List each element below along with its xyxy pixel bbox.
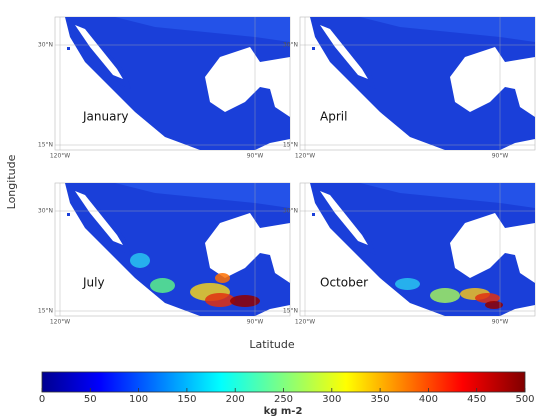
hotspot — [485, 301, 503, 309]
lat-tick-label: 30°N — [283, 42, 298, 49]
colorbar-tick-label: 400 — [419, 394, 438, 405]
lat-tick-label: 15°N — [38, 142, 53, 149]
colorbar-tick-label: 350 — [371, 394, 390, 405]
lon-tick-label: 120°W — [50, 153, 70, 160]
lon-tick-label: 120°W — [295, 153, 315, 160]
hotspot — [205, 293, 235, 307]
map-panel: 30°N 15°N 120°W 90°W July — [38, 182, 291, 326]
colorbar-tick-label: 150 — [177, 394, 196, 405]
lon-tick-label: 90°W — [492, 319, 509, 326]
hotspot — [230, 295, 260, 307]
month-label: April — [320, 110, 347, 124]
colorbar-tick-label: 450 — [467, 394, 486, 405]
lon-tick-label: 120°W — [295, 319, 315, 326]
lon-tick-label: 90°W — [492, 153, 509, 160]
lat-tick-label: 30°N — [283, 208, 298, 215]
hotspot — [130, 253, 150, 268]
hotspot — [150, 278, 175, 293]
lat-tick-label: 15°N — [38, 308, 53, 315]
colorbar-label: kg m-2 — [264, 406, 303, 417]
colorbar-tick-label: 250 — [274, 394, 293, 405]
colorbar-tick-label: 300 — [322, 394, 341, 405]
lon-tick-label: 90°W — [247, 319, 264, 326]
map-panel: 30°N 15°N 120°W 90°W January — [38, 16, 291, 160]
colorbar-tick-label: 50 — [84, 394, 97, 405]
month-label: July — [82, 276, 105, 290]
x-axis-label: Latitude — [249, 338, 295, 351]
lat-tick-label: 15°N — [283, 142, 298, 149]
colorbar-tick-label: 100 — [129, 394, 148, 405]
lat-tick-label: 15°N — [283, 308, 298, 315]
hotspot — [395, 278, 420, 290]
hotspot — [215, 273, 230, 283]
colorbar-tick-label: 0 — [39, 394, 45, 405]
hotspot — [475, 293, 500, 303]
colorbar-tick-label: 500 — [515, 394, 534, 405]
colorbar-tick-label: 200 — [226, 394, 245, 405]
lon-tick-label: 120°W — [50, 319, 70, 326]
lon-tick-label: 90°W — [247, 153, 264, 160]
lat-tick-label: 30°N — [38, 42, 53, 49]
map-panel: 30°N 15°N 120°W 90°W April — [283, 16, 536, 160]
hotspot — [430, 288, 460, 303]
lat-tick-label: 30°N — [38, 208, 53, 215]
map-panel: 30°N 15°N 120°W 90°W October — [283, 182, 536, 326]
month-label: January — [82, 110, 129, 124]
month-label: October — [320, 276, 368, 290]
y-axis-label: Longitude — [5, 154, 18, 209]
